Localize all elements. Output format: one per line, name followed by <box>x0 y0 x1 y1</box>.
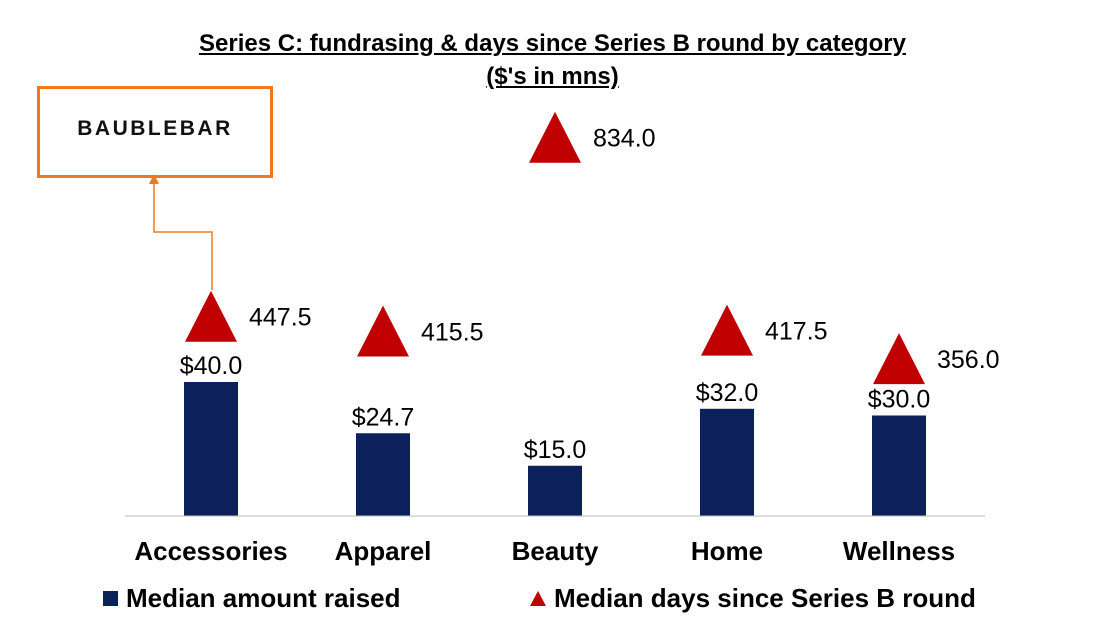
bar-accessories <box>184 382 238 516</box>
x-tick-label: Apparel <box>335 536 432 566</box>
x-tick-label: Accessories <box>134 536 287 566</box>
triangle-data-label: 417.5 <box>765 318 828 346</box>
bar-wellness <box>872 415 926 516</box>
triangle-data-label: 356.0 <box>937 346 1000 374</box>
legend-label: Median amount raised <box>126 583 401 613</box>
legend-item-days: Median days since Series B round <box>530 583 976 614</box>
chart-subtitle: ($'s in mns) <box>486 63 619 90</box>
bar-data-label: $24.7 <box>352 403 415 431</box>
triangle-data-label: 415.5 <box>421 319 484 347</box>
x-tick-label: Home <box>691 536 763 566</box>
legend-square-icon <box>103 591 118 606</box>
triangle-data-label: 447.5 <box>249 304 312 332</box>
legend-triangle-icon <box>530 591 546 606</box>
triangle-marker-wellness <box>873 333 925 385</box>
bar-data-label: $32.0 <box>696 379 759 407</box>
callout-connector <box>153 182 213 290</box>
x-tick-label: Wellness <box>843 536 955 566</box>
triangle-marker-accessories <box>185 290 237 342</box>
legend-item-amount: Median amount raised <box>103 583 401 614</box>
bar-beauty <box>528 465 582 516</box>
bar-data-label: $30.0 <box>868 386 931 414</box>
bar-home <box>700 408 754 516</box>
triangle-data-label: 834.0 <box>593 125 656 153</box>
chart-title: Series C: fundrasing & days since Series… <box>199 30 906 57</box>
triangle-marker-apparel <box>357 305 409 357</box>
triangle-marker-home <box>701 304 753 356</box>
bar-apparel <box>356 433 410 516</box>
bar-data-label: $40.0 <box>180 352 243 380</box>
x-tick-label: Beauty <box>512 536 599 566</box>
bar-data-label: $15.0 <box>524 436 587 464</box>
triangle-marker-beauty <box>529 111 581 163</box>
callout-arrow-icon <box>149 174 159 184</box>
legend-label: Median days since Series B round <box>554 583 976 613</box>
